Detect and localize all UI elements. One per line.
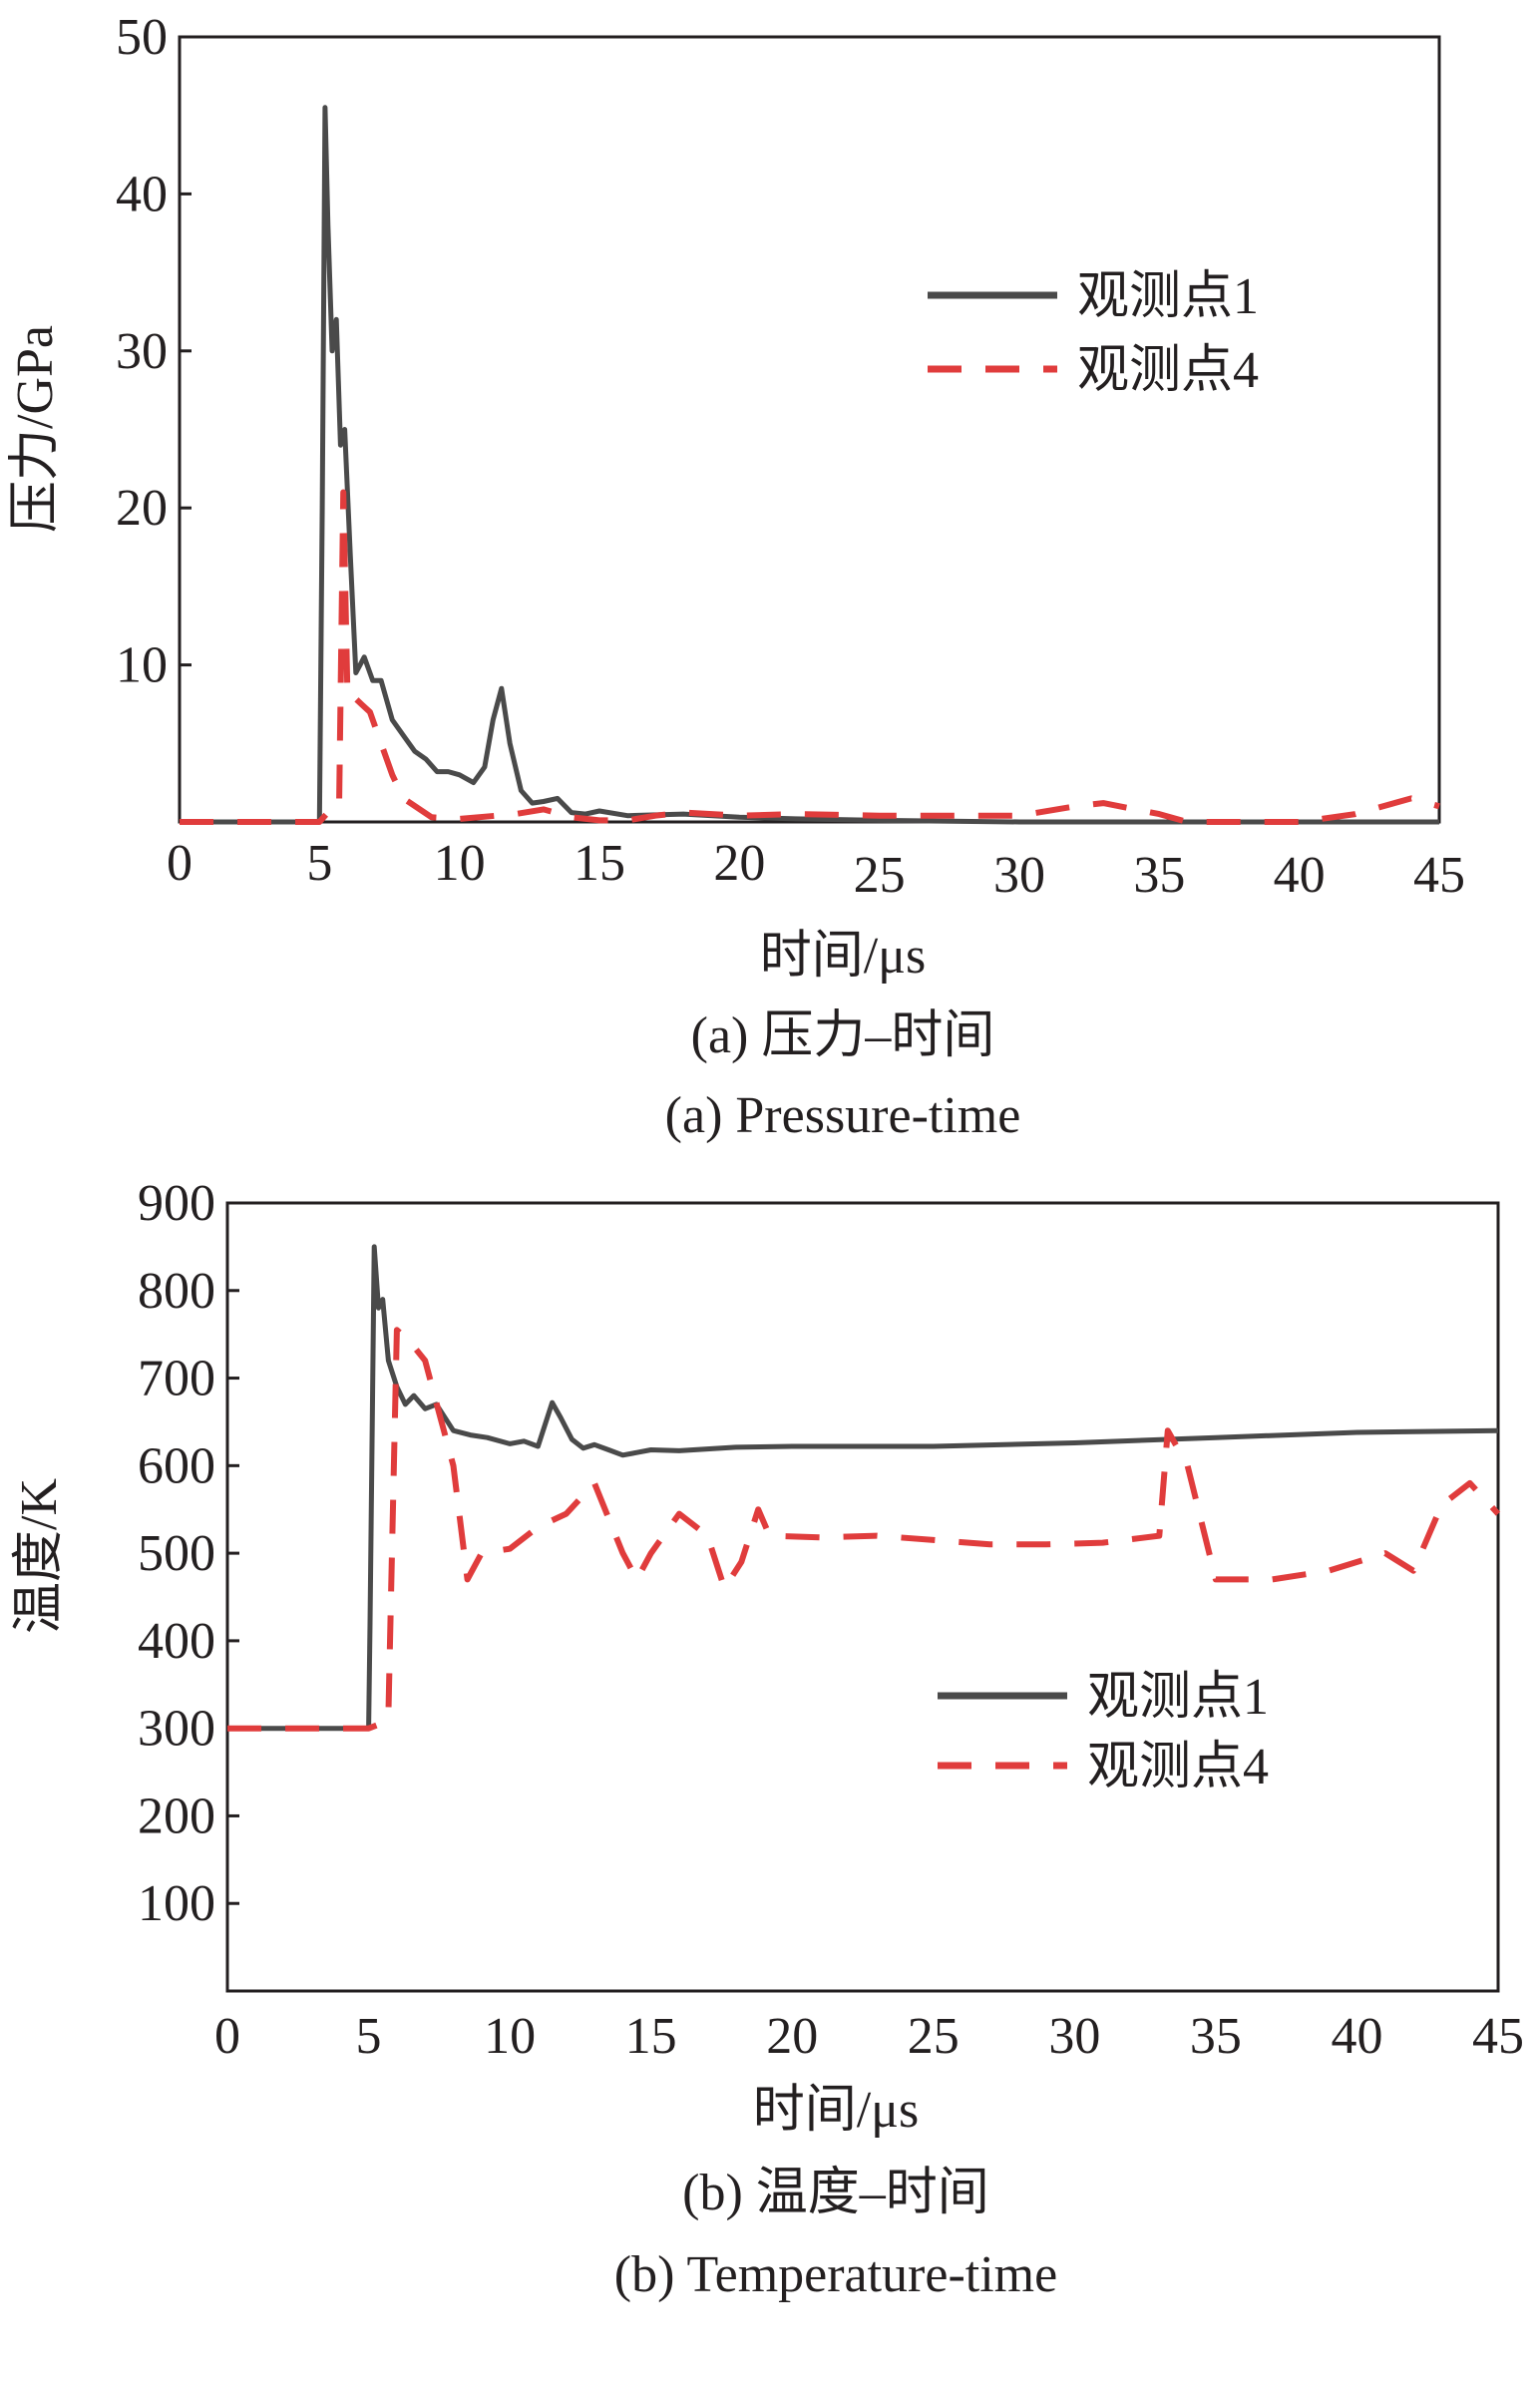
pressure-y-tick-label: 40 [116,166,168,222]
pressure-series-2-line [180,489,1440,825]
pressure-legend-label-2: 观测点4 [1077,342,1259,399]
temperature-x-tick-labels: 0 5 10 15 20 25 30 35 40 45 [214,2008,1524,2065]
temperature-gridline-ticks [227,1201,239,1905]
temperature-x-tick-label: 15 [625,2008,677,2065]
temperature-caption-en: (b) Temperature-time [614,2246,1057,2303]
temperature-y-axis-label: 温度/K [11,1478,68,1634]
pressure-caption-en: (a) Pressure-time [665,1087,1021,1144]
temperature-legend-label-2: 观测点4 [1087,1739,1269,1795]
temperature-y-tick-label: 500 [138,1525,215,1582]
temperature-x-tick-label: 30 [1048,2008,1100,2065]
temperature-x-tick-label: 40 [1331,2008,1382,2065]
temperature-x-tick-label: 25 [908,2008,960,2065]
pressure-legend: 观测点1 观测点4 [928,268,1259,399]
temperature-y-tick-label: 400 [138,1613,215,1670]
pressure-y-tick-label: 20 [116,480,168,537]
pressure-x-tick-label: 20 [713,835,765,892]
temperature-series-2-line [227,1327,1501,1732]
temperature-series-1-line [227,1244,1499,1732]
pressure-x-tick-label: 0 [167,835,192,892]
temperature-caption-cn: (b) 温度–时间 [682,2165,989,2221]
temperature-legend: 观测点1 观测点4 [938,1669,1269,1795]
pressure-plot-frame [178,35,1441,824]
pressure-x-axis-label: 时间/μs [760,928,927,985]
pressure-y-tick-label: 30 [116,323,168,380]
pressure-y-tick-labels: 10 20 30 40 50 [116,9,168,694]
pressure-x-tick-label: 40 [1274,847,1326,904]
pressure-y-axis-label: 压力/GPa [7,325,64,533]
temperature-x-tick-label: 20 [766,2008,818,2065]
temperature-x-tick-label: 5 [356,2008,382,2065]
temperature-y-tick-label: 300 [138,1701,215,1758]
temperature-chart: 100 200 300 400 500 600 700 800 900 0 5 10 15 20 25 30… [11,1175,1524,2303]
pressure-x-tick-label: 45 [1413,847,1465,904]
temperature-legend-label-1: 观测点1 [1087,1669,1269,1726]
temperature-y-tick-label: 800 [138,1263,215,1320]
temperature-y-tick-label: 900 [138,1175,215,1232]
pressure-series [180,105,1440,825]
pressure-x-tick-label: 30 [993,847,1045,904]
pressure-x-tick-label: 5 [306,835,332,892]
temperature-y-tick-label: 700 [138,1351,215,1407]
pressure-y-tick-label: 50 [116,9,168,66]
temperature-y-tick-label: 600 [138,1437,215,1494]
temperature-y-tick-label: 200 [138,1788,215,1844]
temperature-x-tick-label: 45 [1472,2008,1524,2065]
pressure-caption-cn: (a) 压力–时间 [691,1007,995,1064]
pressure-x-tick-label: 35 [1133,847,1185,904]
pressure-gridline-ticks [180,35,192,667]
pressure-x-tick-label: 25 [854,847,906,904]
temperature-x-tick-label: 0 [214,2008,240,2065]
pressure-chart: 10 20 30 40 50 0 5 10 15 20 25 30 35 40 45 压力/GPa 时间/… [7,9,1465,1144]
temperature-series [227,1244,1501,1732]
pressure-legend-label-1: 观测点1 [1077,268,1259,325]
pressure-x-tick-labels: 0 5 10 15 20 25 30 35 40 45 [167,835,1465,904]
temperature-x-tick-label: 10 [484,2008,536,2065]
temperature-plot-frame [225,1201,1500,1993]
temperature-x-axis-label: 时间/μs [753,2082,920,2139]
pressure-y-tick-label: 10 [116,637,168,694]
pressure-x-tick-label: 15 [574,835,625,892]
temperature-x-tick-label: 35 [1190,2008,1242,2065]
temperature-y-tick-labels: 100 200 300 400 500 600 700 800 900 [138,1175,215,1932]
temperature-y-tick-label: 100 [138,1875,215,1932]
pressure-x-tick-label: 10 [434,835,486,892]
